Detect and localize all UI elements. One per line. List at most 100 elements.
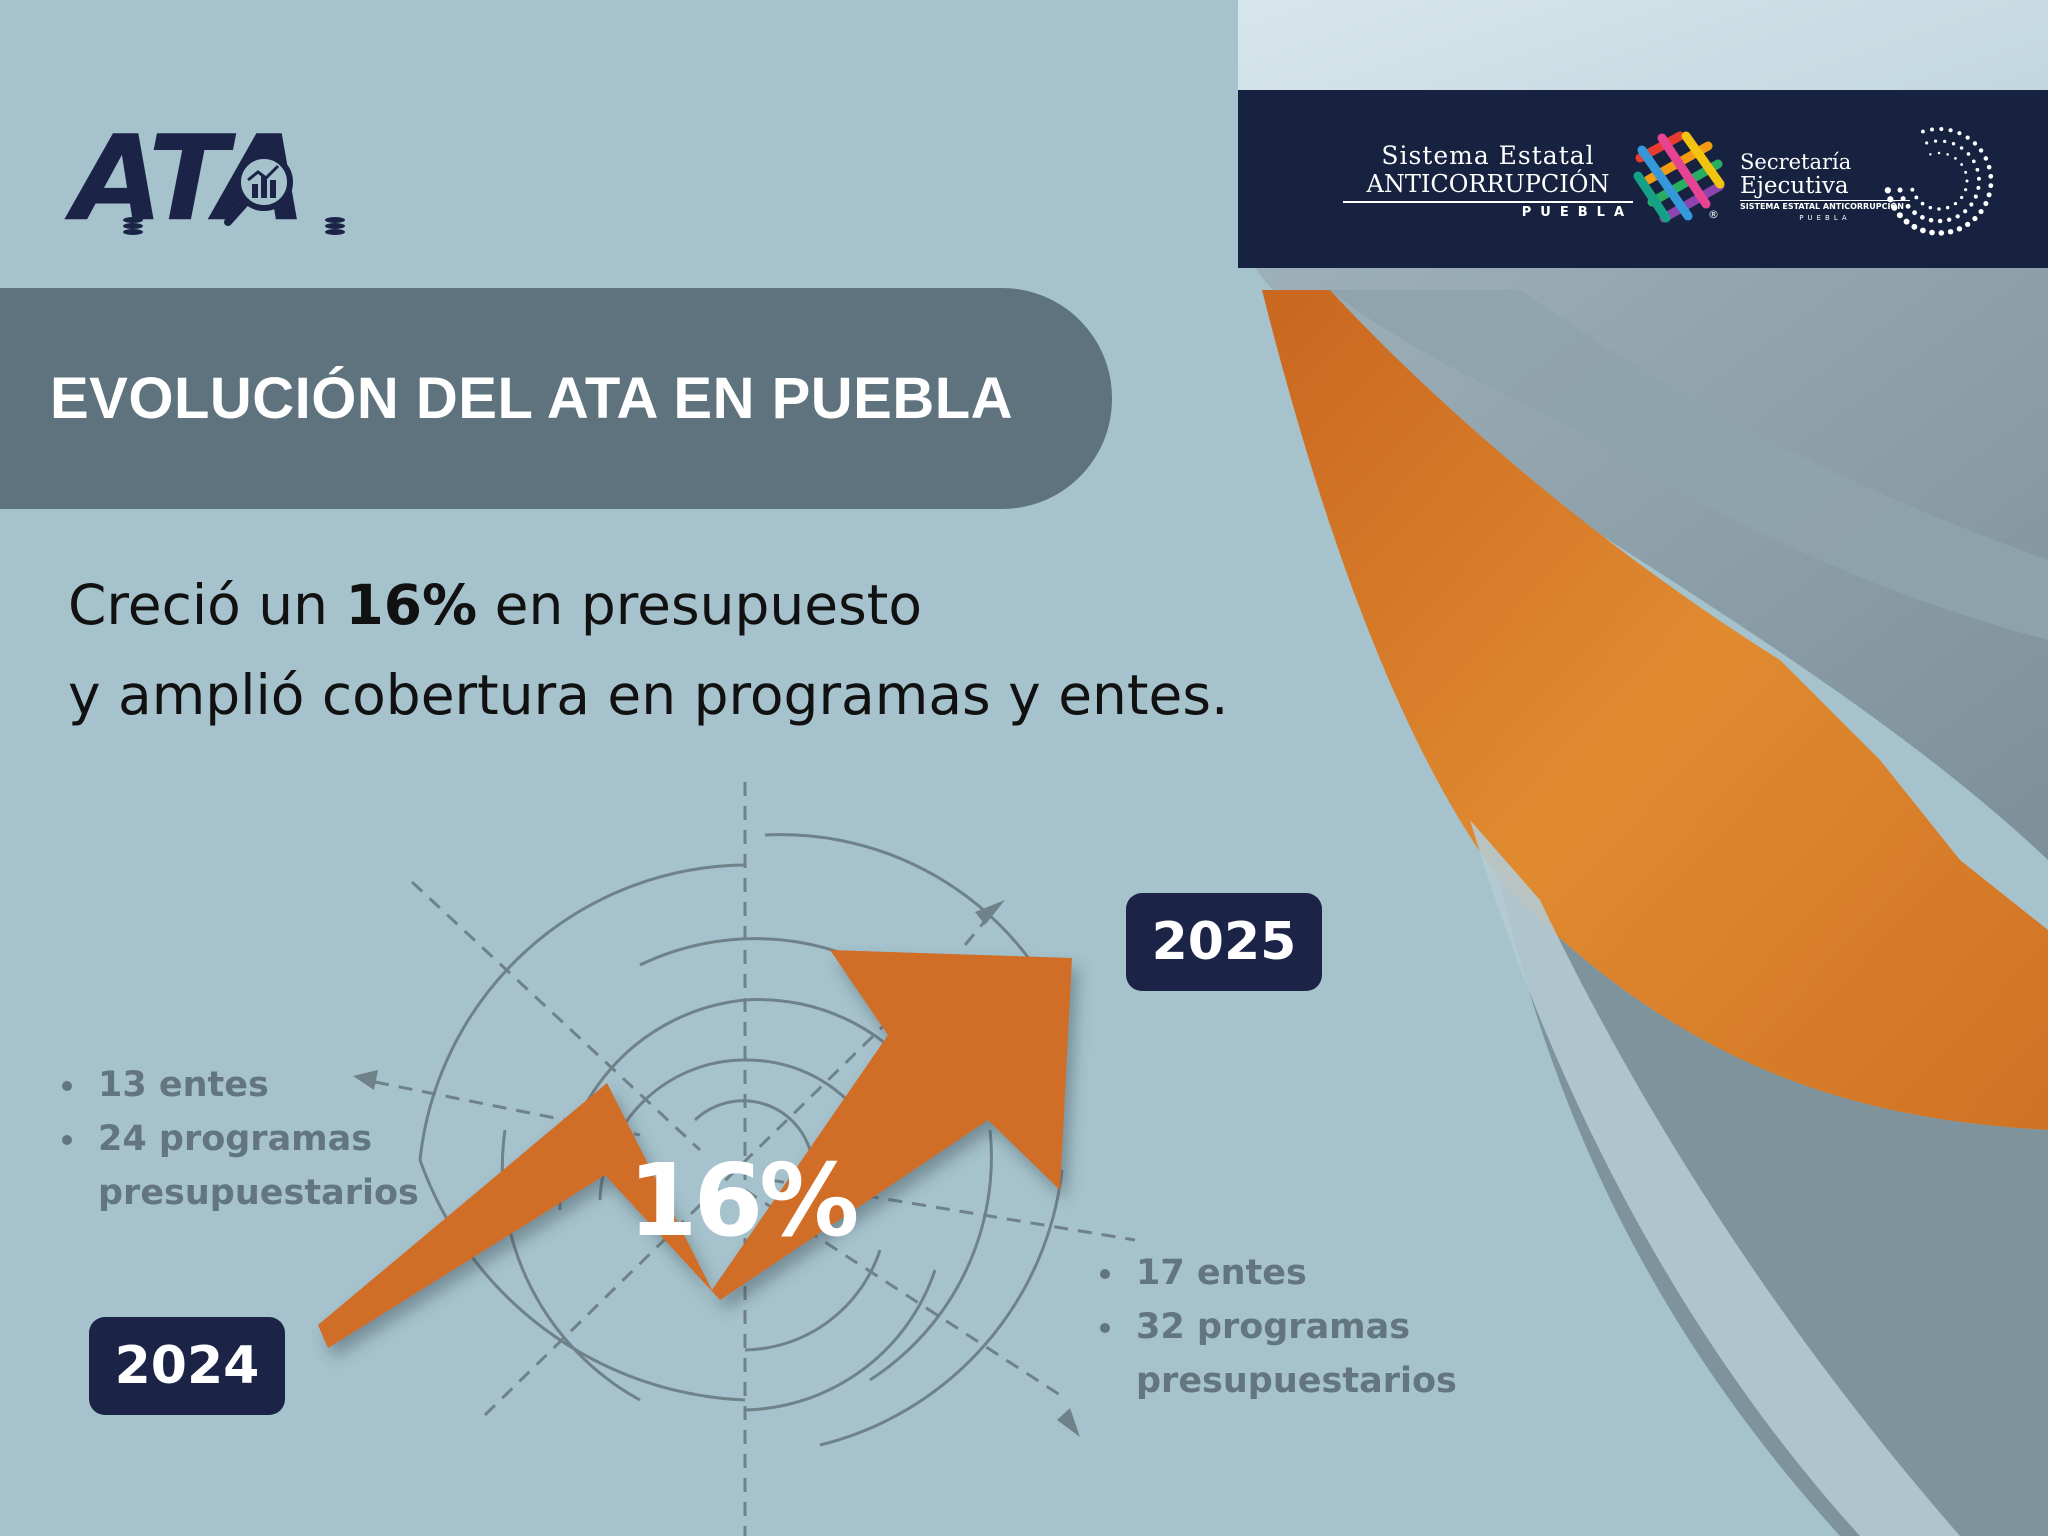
sea-logo-line2: ANTICORRUPCIÓN	[1343, 170, 1633, 203]
year-badge-2024: 2024	[89, 1317, 285, 1415]
subtitle-prefix: Creció un	[68, 573, 346, 637]
ring-dot	[1912, 210, 1917, 216]
ring-dot	[1976, 185, 1981, 190]
year-badge-2025: 2025	[1126, 893, 1322, 991]
title-banner: EVOLUCIÓN DEL ATA EN PUEBLA	[0, 288, 1112, 509]
subtitle-highlight: 16%	[345, 573, 478, 637]
se-logo-line3: SISTEMA ESTATAL ANTICORRUPCIÓN	[1740, 202, 1904, 211]
list-item: 17 entes	[1098, 1246, 1518, 1300]
ring-dot	[1988, 183, 1994, 189]
ring-dot	[1971, 159, 1976, 164]
ring-dot	[1954, 156, 1957, 160]
ring-dot	[1887, 196, 1894, 203]
ring-dot	[1928, 205, 1933, 210]
ring-dot	[1937, 151, 1941, 155]
subtitle-line1: Creció un 16% en presupuesto	[68, 560, 1368, 650]
ring-dot	[1965, 179, 1969, 183]
target-rings	[418, 833, 1064, 1447]
se-logo-line4: PUEBLA	[1799, 214, 1851, 222]
ring-dot	[1973, 194, 1978, 199]
registered-mark: ®	[1708, 208, 1719, 221]
ring-dot	[1928, 217, 1934, 223]
ring-dot	[1986, 192, 1992, 198]
growth-percent: 16%	[628, 1142, 859, 1259]
ring-dot	[1884, 187, 1891, 194]
ring-dot	[1933, 139, 1938, 143]
subtitle-line2: y amplió cobertura en programas y entes.	[68, 663, 1229, 727]
ring-dot	[1951, 142, 1956, 146]
subtitle-suffix: en presupuesto	[477, 573, 922, 637]
sea-logo: Sistema Estatal ANTICORRUPCIÓN PUEBLA	[1343, 142, 1633, 223]
ring-dot	[1946, 153, 1949, 156]
weave-logo-icon	[1633, 131, 1725, 223]
dots-ring-icon	[1884, 127, 1994, 236]
stats-list-2024: 13 entes 24 programas presupuestarios	[60, 1058, 440, 1220]
ring-dot	[1948, 128, 1953, 133]
ring-dot	[1920, 227, 1926, 234]
ring-dot	[1920, 201, 1925, 206]
ring-dot	[1976, 176, 1981, 181]
list-item: 24 programas presupuestarios	[60, 1112, 440, 1220]
ring-dot	[1921, 129, 1925, 134]
list-item: 32 programas presupuestarios	[1098, 1300, 1518, 1408]
coin-stack-icon	[325, 217, 345, 235]
page-title: EVOLUCIÓN DEL ATA EN PUEBLA	[50, 366, 1014, 431]
ring-dot	[1897, 187, 1903, 193]
ring-dot	[1956, 226, 1963, 232]
secretaria-ejecutiva-logo: Secretaría Ejecutiva SISTEMA ESTATAL ANT…	[1740, 150, 1910, 223]
axis-arrowheads	[353, 900, 1080, 1437]
ring-dot	[1910, 187, 1915, 192]
ring-dot	[1972, 141, 1978, 146]
ring-dot	[1937, 218, 1943, 224]
ring-dot	[1972, 215, 1978, 222]
ring-dot	[1903, 218, 1910, 225]
ring-dot	[1955, 214, 1960, 219]
ring-dot	[1964, 170, 1968, 174]
ring-dot	[1978, 148, 1984, 153]
sea-logo-line3: PUEBLA	[1521, 205, 1633, 220]
ring-dot	[1930, 127, 1934, 132]
ring-dot	[1946, 217, 1952, 222]
ring-dot	[1896, 212, 1903, 219]
coin-stack-icon	[123, 217, 143, 235]
sea-logo-line1: Sistema Estatal	[1381, 141, 1595, 170]
ring-dot	[1905, 203, 1911, 209]
ring-dot	[1964, 221, 1971, 228]
ring-dot	[1920, 215, 1925, 220]
ring-dot	[1929, 153, 1932, 156]
ring-dot	[1925, 141, 1929, 145]
ring-dot	[1966, 152, 1971, 156]
ring-dot	[1957, 131, 1962, 136]
ring-dot	[1945, 205, 1950, 210]
ring-dot	[1947, 228, 1954, 235]
ata-logo: ATA	[72, 119, 392, 237]
ring-dot	[1975, 167, 1980, 172]
se-logo-line1: Secretaría	[1740, 150, 1852, 174]
ring-dot	[1891, 204, 1898, 211]
ring-dot	[1969, 202, 1974, 207]
ring-dot	[1978, 209, 1984, 215]
ring-dot	[1986, 164, 1992, 170]
ring-dot	[1965, 135, 1970, 140]
ring-dot	[1988, 173, 1994, 179]
ring-dot	[1911, 223, 1918, 230]
se-logo-line2: Ejecutiva	[1740, 174, 1910, 201]
ring-dot	[1963, 209, 1968, 214]
ring-dot	[1964, 188, 1968, 192]
ring-dot	[1983, 201, 1989, 207]
ring-dot	[1953, 202, 1958, 206]
partner-logos-banner: Sistema Estatal ANTICORRUPCIÓN PUEBLA ® …	[1238, 90, 2048, 268]
ring-dot	[1900, 196, 1906, 202]
magnifier-chart-icon	[224, 153, 293, 226]
ring-dot	[1983, 156, 1989, 161]
ring-dot	[1939, 127, 1944, 132]
ring-dot	[1960, 195, 1964, 200]
ring-dot	[1959, 146, 1964, 150]
ring-dot	[1943, 139, 1947, 144]
ring-dot	[1938, 230, 1945, 236]
growth-arrow-icon	[318, 950, 1072, 1348]
ring-dot	[1929, 229, 1935, 236]
ring-dot	[1937, 207, 1941, 211]
subtitle: Creció un 16% en presupuesto y amplió co…	[68, 560, 1368, 740]
ring-dot	[1960, 163, 1964, 166]
